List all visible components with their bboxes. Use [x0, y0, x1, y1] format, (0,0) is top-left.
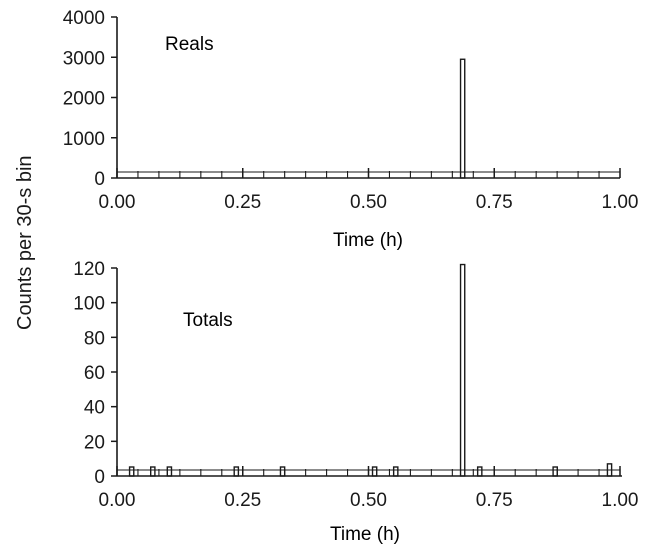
bar [606, 463, 613, 477]
bar [150, 466, 156, 477]
y-tick-label: 40 [84, 398, 105, 419]
shared-y-axis-label: Counts per 30-s bin [14, 155, 36, 330]
bar [233, 466, 240, 477]
x-tick-label: 1.00 [602, 490, 639, 511]
bar [279, 466, 286, 477]
x-tick-label: 0.50 [350, 490, 387, 511]
y-tick-label: 80 [84, 328, 105, 349]
y-tick-label: 4000 [63, 8, 105, 29]
x-tick-label: 0.25 [224, 192, 261, 213]
x-tick-label: 0.00 [99, 490, 136, 511]
totals-y-ticks: 0 20 40 60 80 100 120 [73, 259, 117, 488]
x-tick-label: 0.75 [476, 192, 513, 213]
bar [392, 466, 399, 477]
reals-y-ticks: 0 1000 2000 3000 4000 [63, 8, 117, 190]
reals-panel: 0 1000 2000 3000 4000 0.00 0.25 0.50 0.75 1.00 R… [63, 8, 639, 251]
bar [166, 466, 173, 477]
y-tick-label: 2000 [63, 89, 105, 110]
y-tick-label: 3000 [63, 48, 105, 69]
bar [459, 263, 466, 477]
x-tick-label: 1.00 [602, 192, 639, 213]
x-tick-label: 0.75 [476, 490, 513, 511]
reals-x-ticks: 0.00 0.25 0.50 0.75 1.00 [99, 168, 639, 213]
bar [476, 466, 483, 477]
y-tick-label: 20 [84, 432, 105, 453]
reals-bars [117, 58, 620, 179]
y-tick-label: 120 [73, 259, 105, 280]
bar [128, 466, 135, 477]
reals-x-axis-label: Time (h) [333, 230, 403, 251]
totals-panel: 0 20 40 60 80 100 120 0.00 0.25 0.50 0.75 1.00 Tot… [73, 259, 638, 544]
y-tick-label: 60 [84, 363, 105, 384]
y-tick-label: 1000 [63, 129, 105, 150]
totals-bars [117, 263, 620, 477]
totals-annotation: Totals [183, 310, 233, 331]
x-tick-label: 0.25 [224, 490, 261, 511]
bar [459, 58, 466, 179]
x-tick-label: 0.50 [350, 192, 387, 213]
bar [552, 466, 558, 477]
y-tick-label: 0 [94, 169, 105, 190]
reals-annotation: Reals [165, 34, 214, 55]
x-tick-label: 0.00 [99, 192, 136, 213]
y-tick-label: 0 [94, 467, 105, 488]
y-tick-label: 100 [73, 294, 105, 315]
bar [371, 466, 378, 477]
totals-x-axis-label: Time (h) [330, 524, 400, 544]
